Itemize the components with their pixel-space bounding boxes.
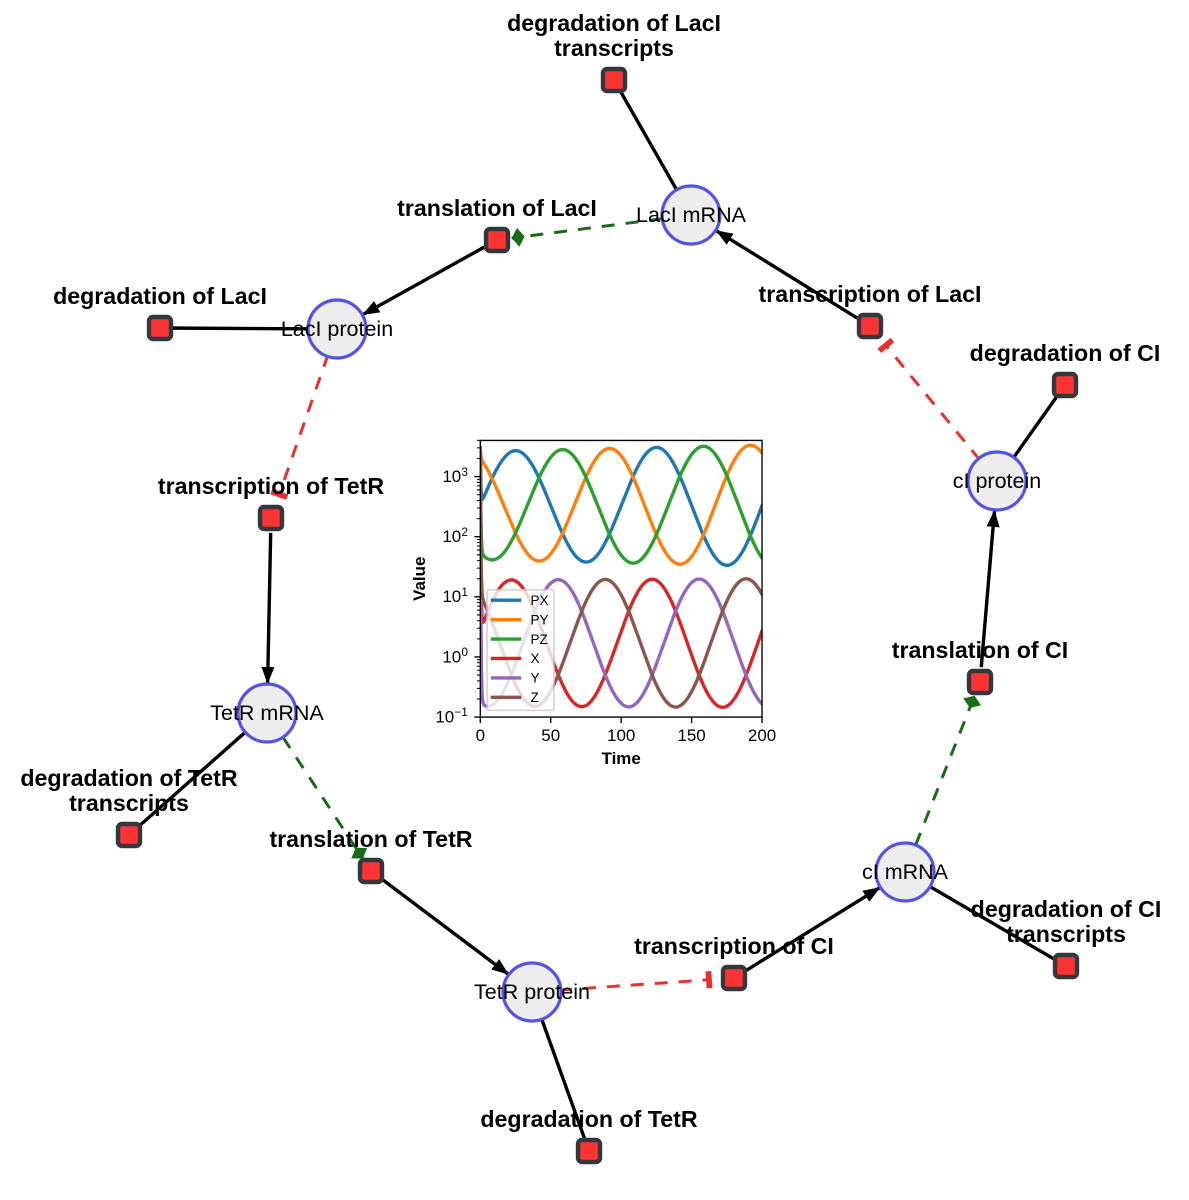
svg-text:LacI protein: LacI protein <box>281 317 393 341</box>
svg-text:Value: Value <box>410 557 429 601</box>
svg-text:PX: PX <box>530 593 548 608</box>
svg-text:LacI mRNA: LacI mRNA <box>636 203 747 227</box>
svg-text:transcripts: transcripts <box>69 790 189 816</box>
svg-text:transcription of LacI: transcription of LacI <box>759 281 982 307</box>
svg-text:Y: Y <box>530 671 539 686</box>
svg-text:cI mRNA: cI mRNA <box>862 860 949 884</box>
svg-text:TetR mRNA: TetR mRNA <box>210 701 324 725</box>
svg-text:100: 100 <box>607 726 635 745</box>
svg-text:translation of CI: translation of CI <box>892 637 1069 663</box>
svg-text:transcripts: transcripts <box>554 35 674 61</box>
svg-text:degradation of LacI: degradation of LacI <box>507 10 721 36</box>
svg-text:degradation of TetR: degradation of TetR <box>480 1106 698 1132</box>
svg-text:PZ: PZ <box>530 632 547 647</box>
svg-text:150: 150 <box>677 726 705 745</box>
svg-text:TetR protein: TetR protein <box>474 980 590 1004</box>
svg-text:X: X <box>530 651 539 666</box>
svg-text:transcription of TetR: transcription of TetR <box>158 473 385 499</box>
svg-text:0: 0 <box>476 726 485 745</box>
svg-text:translation of TetR: translation of TetR <box>269 826 472 852</box>
svg-text:degradation of LacI: degradation of LacI <box>53 283 267 309</box>
svg-text:transcripts: transcripts <box>1006 921 1126 947</box>
svg-text:PY: PY <box>530 612 548 627</box>
svg-text:translation of LacI: translation of LacI <box>397 195 597 221</box>
svg-text:degradation of CI: degradation of CI <box>971 896 1162 922</box>
svg-text:50: 50 <box>541 726 560 745</box>
svg-text:200: 200 <box>748 726 776 745</box>
svg-text:degradation of CI: degradation of CI <box>970 340 1161 366</box>
svg-text:cI protein: cI protein <box>953 469 1041 493</box>
svg-text:transcription of CI: transcription of CI <box>634 933 834 959</box>
svg-text:degradation of TetR: degradation of TetR <box>20 765 238 791</box>
svg-text:Z: Z <box>530 690 538 705</box>
svg-text:Time: Time <box>602 749 641 768</box>
